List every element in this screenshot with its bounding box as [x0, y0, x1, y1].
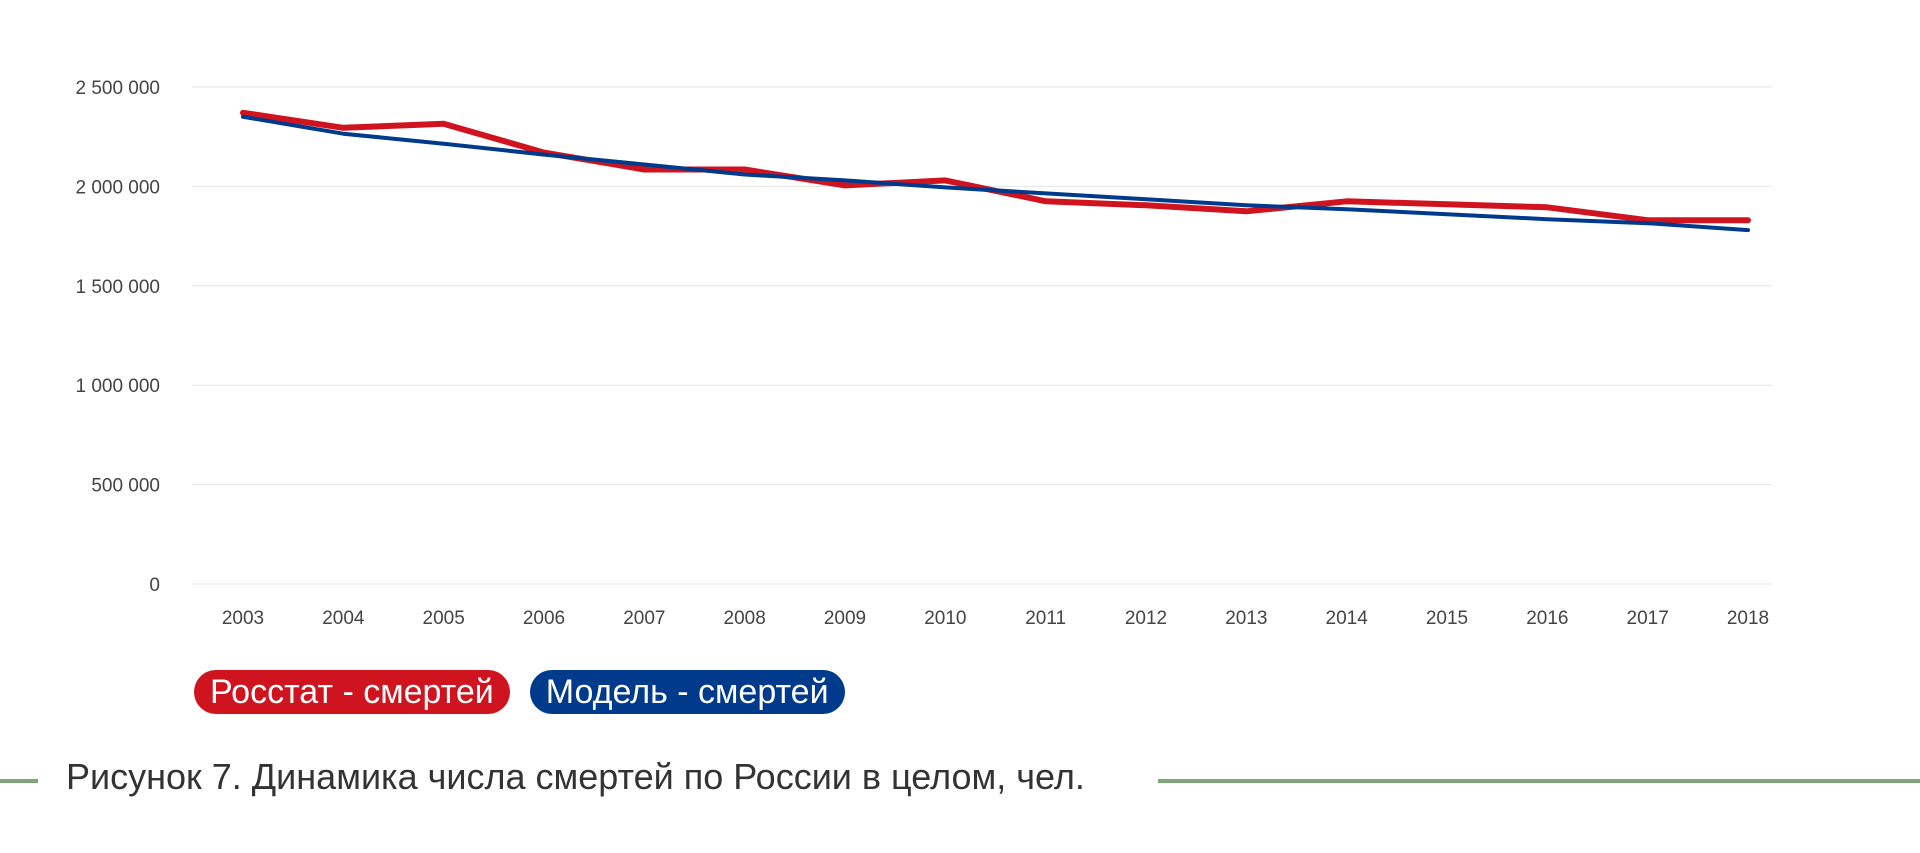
- grid-lines: [192, 86, 1772, 585]
- x-tick-label: 2017: [1627, 608, 1669, 629]
- caption-rule-right: [1158, 779, 1920, 783]
- x-tick-label: 2004: [322, 608, 365, 629]
- x-axis-tick-labels: 2003 2004 2005 2006 2007 2008 2009 2010 2011 2012…: [222, 608, 1769, 629]
- x-tick-label: 2006: [523, 608, 565, 629]
- legend-item-model: Модель - смертей: [529, 670, 845, 714]
- x-tick-label: 2015: [1426, 608, 1468, 629]
- y-tick-label: 500 000: [91, 476, 160, 497]
- x-tick-label: 2007: [623, 608, 665, 629]
- x-tick-label: 2013: [1225, 608, 1267, 629]
- y-tick-label: 1 000 000: [75, 376, 160, 397]
- x-tick-label: 2008: [724, 608, 766, 629]
- legend-item-rosstat: Росстат - смертей: [194, 670, 510, 714]
- y-axis-tick-labels: 0 500 000 1 000 000 1 500 000 2 000 000 2 500…: [75, 78, 160, 596]
- y-tick-label: 0: [149, 575, 160, 596]
- figure-caption: Рисунок 7. Динамика числа смертей по Рос…: [66, 756, 1085, 797]
- x-tick-label: 2012: [1125, 608, 1167, 629]
- y-tick-label: 2 500 000: [75, 78, 160, 99]
- x-tick-label: 2018: [1727, 608, 1769, 629]
- x-tick-label: 2016: [1526, 608, 1568, 629]
- caption-rule-left: [0, 779, 38, 783]
- x-tick-label: 2003: [222, 608, 264, 629]
- x-tick-label: 2005: [423, 608, 465, 629]
- series-line-model: [241, 114, 1750, 233]
- x-tick-label: 2014: [1326, 608, 1369, 629]
- series-line-rosstat: [240, 109, 1751, 224]
- series-lines: [240, 109, 1751, 233]
- x-tick-label: 2011: [1025, 608, 1066, 629]
- x-tick-label: 2010: [924, 608, 966, 629]
- y-tick-label: 1 500 000: [75, 277, 160, 298]
- x-tick-label: 2009: [824, 608, 866, 629]
- y-tick-label: 2 000 000: [75, 177, 160, 198]
- legend: Росстат - смертей Модель - смертей: [194, 670, 845, 714]
